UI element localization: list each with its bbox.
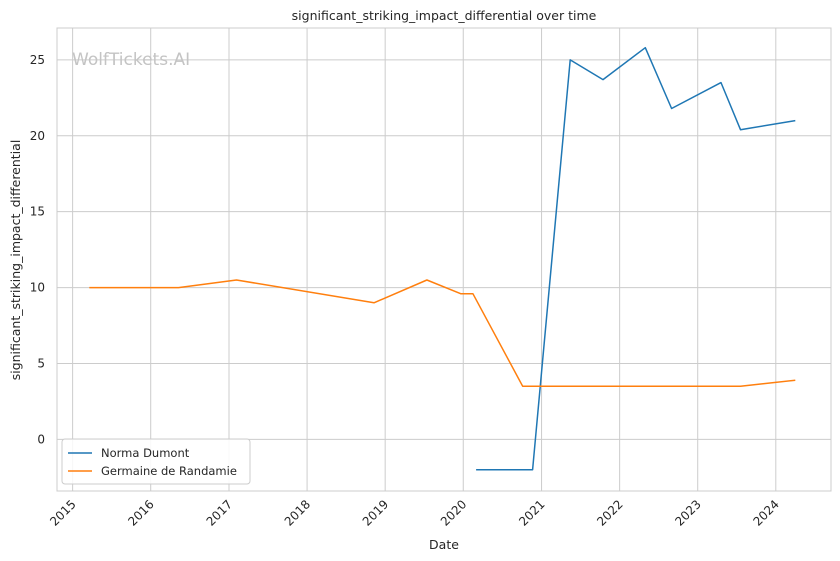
series-line-norma-dumont xyxy=(476,46,796,471)
x-tick-label: 2023 xyxy=(672,497,703,528)
x-tick-label: 2022 xyxy=(594,497,625,528)
legend-label-norma-dumont: Norma Dumont xyxy=(101,446,190,460)
x-tick-label: 2017 xyxy=(204,497,235,528)
x-tick-label: 2015 xyxy=(47,497,78,528)
series-line-germaine-de-randamie xyxy=(89,279,796,388)
legend: Norma Dumont Germaine de Randamie xyxy=(61,438,251,485)
x-gridlines xyxy=(72,28,777,491)
y-tick-labels: 0 5 10 15 20 25 xyxy=(30,53,45,447)
x-tick-label: 2019 xyxy=(360,497,391,528)
y-tick-label: 20 xyxy=(30,129,45,143)
x-tick-labels: 2015 2016 2017 2018 2019 2020 2021 2022 2023 2024 xyxy=(47,497,782,528)
plot-area xyxy=(56,27,832,492)
chart-title: significant_striking_impact_differential… xyxy=(292,8,597,23)
y-tick-label: 0 xyxy=(37,432,45,446)
y-tick-label: 5 xyxy=(37,356,45,370)
y-tick-label: 25 xyxy=(30,53,45,67)
legend-box xyxy=(61,438,251,485)
y-tick-label: 15 xyxy=(30,205,45,219)
x-axis-title: Date xyxy=(429,537,459,552)
y-axis-title: significant_striking_impact_differential xyxy=(8,140,23,381)
watermark-text: WolfTickets.AI xyxy=(72,50,190,70)
series-lines xyxy=(89,46,796,471)
y-tick-label: 10 xyxy=(30,281,45,295)
legend-label-germaine-de-randamie: Germaine de Randamie xyxy=(101,464,237,478)
x-tick-label: 2018 xyxy=(282,497,313,528)
x-tick-label: 2021 xyxy=(516,497,547,528)
x-tick-label: 2016 xyxy=(125,497,156,528)
x-tick-label: 2020 xyxy=(438,497,469,528)
x-tick-label: 2024 xyxy=(750,497,781,528)
